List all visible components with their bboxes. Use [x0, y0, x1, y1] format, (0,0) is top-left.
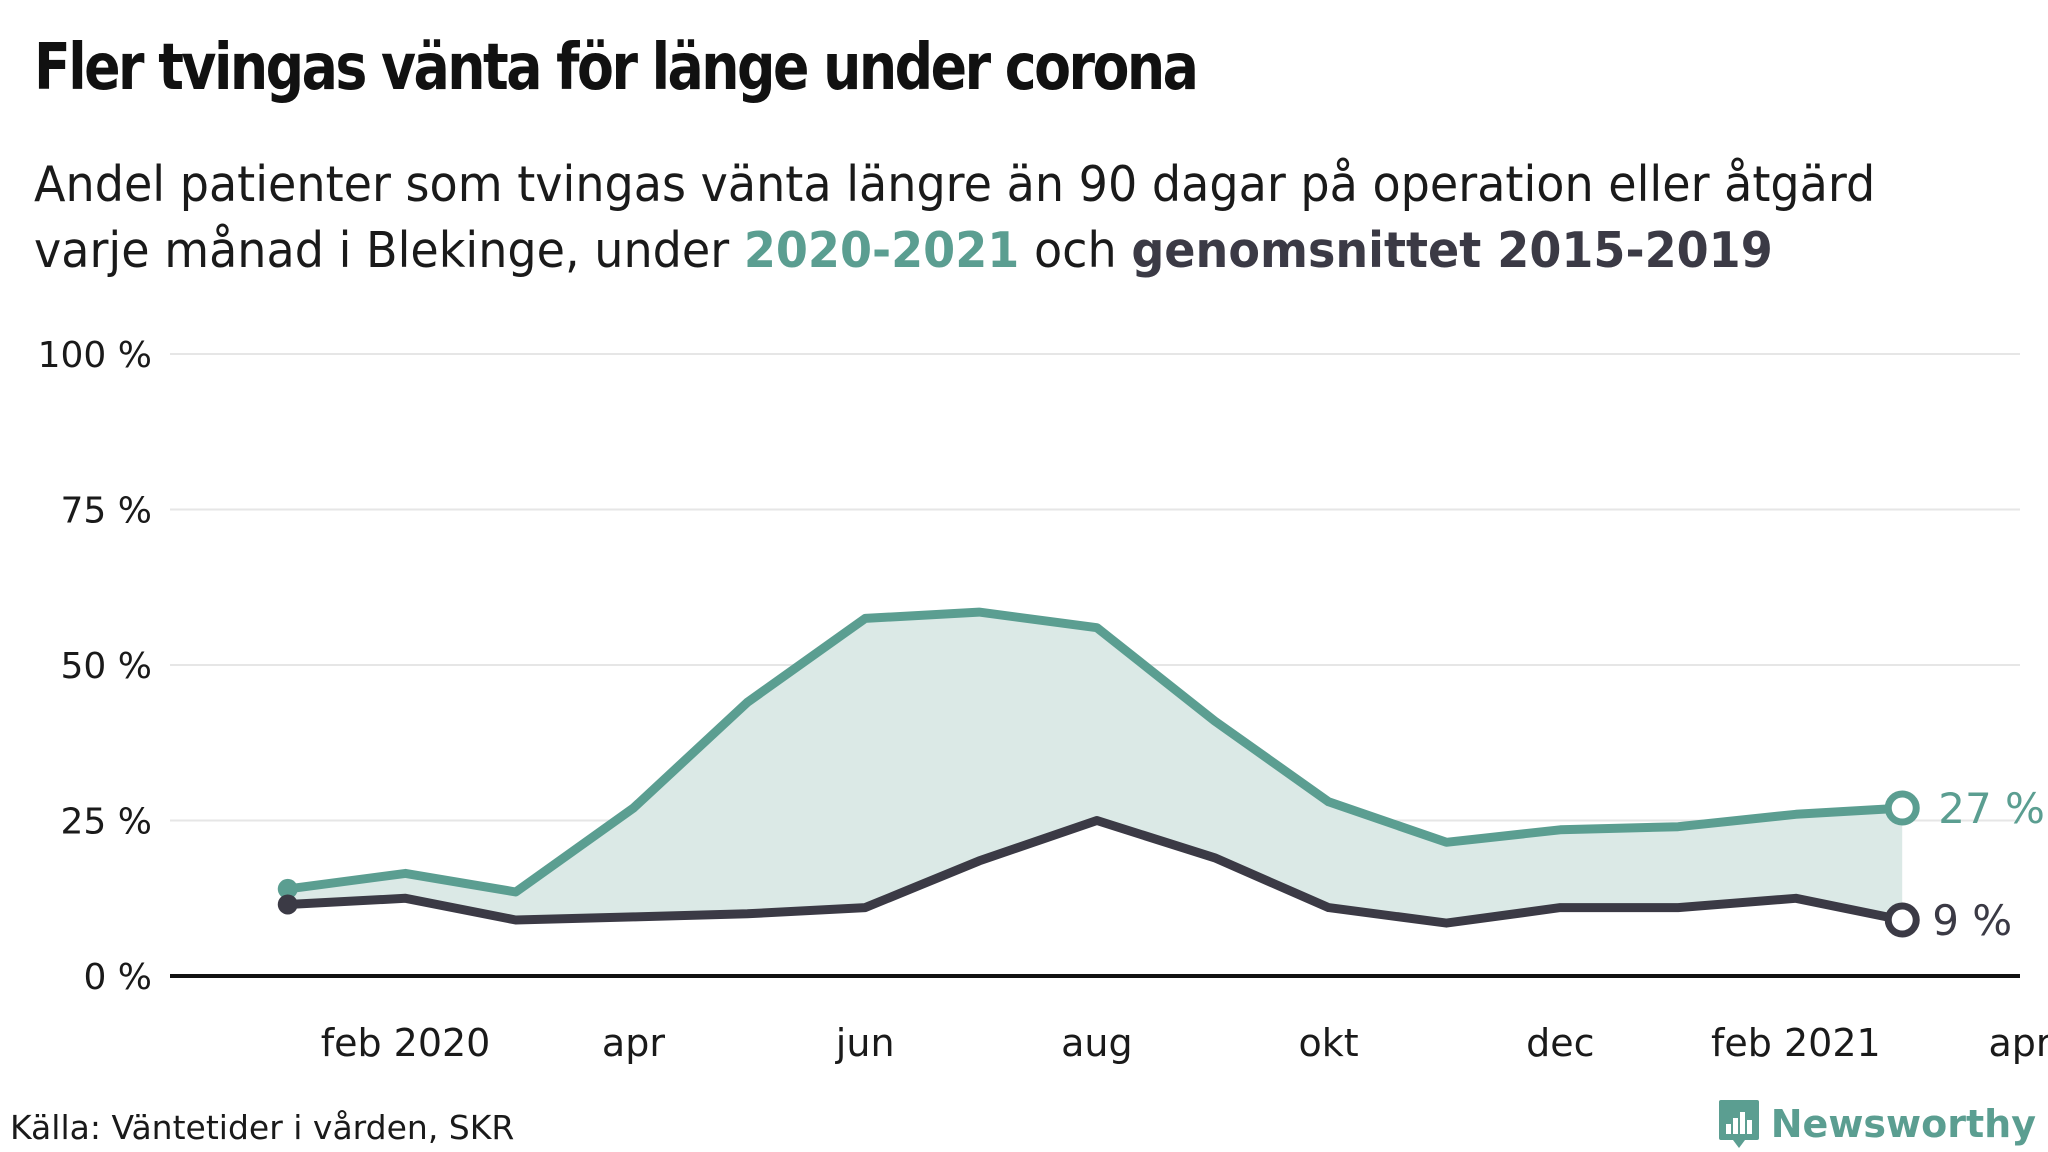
newsworthy-logo-icon	[1718, 1100, 1759, 1148]
y-tick-label-50: 50 %	[61, 646, 152, 687]
source-note: Källa: Väntetider i vården, SKR	[10, 1108, 515, 1147]
series-line-current	[283, 607, 1907, 897]
x-tick-label-2: jun	[835, 1021, 895, 1065]
series-line-average	[283, 816, 1907, 928]
chart-title: Fler tvingas vänta för länge under coron…	[34, 31, 1199, 105]
subtitle-line2-prefix: varje månad i Blekinge, under	[34, 222, 744, 279]
shaded-area	[287, 612, 1903, 924]
subtitle-highlight-average: genomsnittet 2015-2019	[1131, 222, 1773, 279]
line-chart: 0 % 25 % 50 % 75 % 100 % feb 2020 apr jun aug ok…	[38, 335, 2048, 1065]
x-tick-label-1: apr	[602, 1021, 665, 1065]
x-tick-label-4: okt	[1299, 1021, 1359, 1065]
y-tick-label-25: 25 %	[61, 802, 152, 843]
start-dot-current	[277, 878, 298, 899]
series-markers	[277, 790, 1920, 938]
x-tick-label-0: feb 2020	[321, 1021, 491, 1065]
end-marker-average	[1884, 902, 1920, 938]
y-tick-label-0: 0 %	[83, 957, 152, 998]
difference-area	[287, 612, 1903, 924]
y-tick-label-100: 100 %	[38, 335, 152, 376]
x-axis-ticks: feb 2020 apr jun aug okt dec feb 2021 apr	[321, 1021, 2048, 1065]
subtitle-line1: Andel patienter som tvingas vänta längre…	[34, 156, 1876, 213]
end-marker-current	[1884, 790, 1920, 826]
end-labels: 27 % 9 %	[1932, 784, 2045, 945]
brand: Newsworthy	[1717, 1098, 2036, 1150]
y-tick-label-75: 75 %	[61, 491, 152, 532]
y-axis-ticks: 0 % 25 % 50 % 75 % 100 %	[38, 335, 152, 998]
x-tick-label-3: aug	[1061, 1021, 1133, 1065]
x-tick-label-7: apr	[1988, 1021, 2048, 1065]
chart-subtitle: Andel patienter som tvingas vänta längre…	[34, 152, 1875, 284]
end-label-current: 27 %	[1938, 784, 2045, 833]
series-lines	[283, 607, 1907, 928]
brand-name: Newsworthy	[1770, 1102, 2036, 1146]
end-label-average: 9 %	[1932, 896, 2012, 945]
x-tick-label-6: feb 2021	[1711, 1021, 1881, 1065]
subtitle-highlight-current: 2020-2021	[743, 222, 1020, 279]
start-dot-average	[277, 894, 298, 915]
x-tick-label-5: dec	[1526, 1021, 1594, 1065]
subtitle-middle: och	[1019, 222, 1132, 279]
